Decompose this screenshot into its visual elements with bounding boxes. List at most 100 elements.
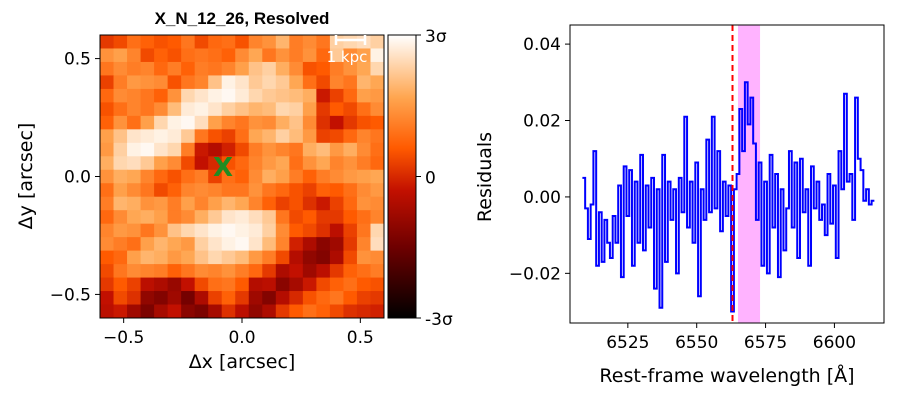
- heatmap-cell: [167, 237, 182, 252]
- heatmap-cell: [208, 102, 223, 117]
- heatmap-cell: [289, 291, 304, 306]
- heatmap-cell: [356, 237, 372, 252]
- residuals-x-tick-label: 6600: [813, 333, 856, 353]
- heatmap-cell: [235, 264, 250, 279]
- heatmap-cell: [140, 156, 155, 171]
- heatmap-cell: [316, 304, 331, 318]
- heatmap-cell: [316, 61, 331, 77]
- heatmap-cell: [329, 61, 345, 77]
- heatmap-cell: [113, 35, 128, 50]
- heatmap-cell: [248, 196, 263, 211]
- heatmap-cell: [343, 223, 358, 238]
- heatmap-cell: [140, 129, 155, 144]
- heatmap-cell: [316, 129, 331, 144]
- heatmap-cell: [248, 88, 263, 103]
- heatmap-cell: [343, 277, 358, 292]
- heatmap-cell: [140, 196, 155, 211]
- heatmap-cell: [127, 61, 142, 77]
- residuals-y-tick-label: 0.04: [523, 35, 561, 55]
- heatmap-cell: [221, 277, 236, 292]
- heatmap-cell: [221, 88, 236, 103]
- colorbar: 3σ 0 -3σ: [387, 27, 453, 330]
- heatmap-cell: [235, 156, 250, 171]
- heatmap-cell: [302, 196, 317, 211]
- heatmap-cell: [289, 264, 304, 279]
- heatmap-cell: [262, 291, 277, 306]
- heatmap-cell: [208, 183, 223, 198]
- heatmap-cell: [221, 142, 236, 157]
- heatmap-cell: [167, 196, 182, 211]
- heatmap-cell: [167, 142, 182, 157]
- heatmap-cell: [370, 48, 384, 63]
- heatmap-cell: [370, 115, 384, 130]
- heatmap-x-tick-label: −0.5: [103, 328, 144, 348]
- heatmap-cell: [316, 156, 331, 171]
- heatmap-cell: [262, 223, 277, 238]
- heatmap-cell: [235, 88, 250, 103]
- heatmap-cell: [113, 196, 128, 211]
- heatmap-cell: [181, 210, 196, 225]
- heatmap-cell: [127, 142, 142, 157]
- heatmap-cell: [194, 129, 209, 144]
- heatmap-cell: [329, 237, 345, 252]
- heatmap-cell: [275, 75, 290, 90]
- heatmap-cell: [154, 115, 169, 130]
- heatmap-cell: [289, 48, 304, 63]
- residuals-y-ticks: −0.02 0.00 0.02 0.04: [509, 35, 570, 284]
- heatmap-cell: [316, 102, 331, 117]
- heatmap-cell: [316, 223, 331, 238]
- heatmap-cells: [100, 35, 384, 318]
- heatmap-cell: [194, 250, 209, 265]
- heatmap-cell: [316, 210, 331, 225]
- heatmap-cell: [248, 169, 263, 184]
- heatmap-cell: [140, 237, 155, 252]
- heatmap-cell: [140, 61, 155, 77]
- heatmap-cell: [154, 61, 169, 77]
- heatmap-cell: [262, 156, 277, 171]
- heatmap-cell: [289, 210, 304, 225]
- heatmap-cell: [140, 291, 155, 306]
- heatmap-cell: [154, 102, 169, 117]
- heatmap-cell: [208, 277, 223, 292]
- residuals-y-tick-label: 0.02: [523, 112, 561, 132]
- heatmap-cell: [127, 35, 142, 50]
- heatmap-cell: [370, 142, 384, 157]
- heatmap-cell: [194, 277, 209, 292]
- heatmap-cell: [356, 61, 372, 77]
- heatmap-cell: [248, 142, 263, 157]
- heatmap-cell: [221, 250, 236, 265]
- residuals-ylabel: Residuals: [474, 132, 496, 222]
- heatmap-cell: [127, 210, 142, 225]
- heatmap-cell: [181, 156, 196, 171]
- heatmap-cell: [194, 169, 209, 184]
- heatmap-cell: [262, 237, 277, 252]
- heatmap-cell: [356, 223, 372, 238]
- residuals-frame: [569, 24, 885, 324]
- heatmap-cell: [167, 223, 182, 238]
- heatmap-cell: [208, 129, 223, 144]
- heatmap-cell: [194, 102, 209, 117]
- heatmap-cell: [127, 75, 142, 90]
- heatmap-cell: [329, 129, 345, 144]
- heatmap-cell: [167, 75, 182, 90]
- heatmap-cell: [113, 102, 128, 117]
- heatmap-cell: [181, 75, 196, 90]
- heatmap-cell: [113, 156, 128, 171]
- heatmap-cell: [275, 210, 290, 225]
- heatmap-cell: [356, 75, 372, 90]
- heatmap-cell: [370, 277, 384, 292]
- heatmap-cell: [262, 250, 277, 265]
- heatmap-cell: [343, 48, 358, 63]
- heatmap-cell: [356, 142, 372, 157]
- heatmap-cell: [343, 156, 358, 171]
- heatmap-cell: [167, 88, 182, 103]
- heatmap-cell: [167, 115, 182, 130]
- heatmap-cell: [181, 129, 196, 144]
- heatmap-cell: [356, 129, 372, 144]
- heatmap-cell: [343, 169, 358, 184]
- heatmap-cell: [370, 237, 384, 252]
- heatmap-cell: [221, 196, 236, 211]
- heatmap-cell: [235, 129, 250, 144]
- heatmap-cell: [208, 142, 223, 157]
- heatmap-cell: [113, 61, 128, 77]
